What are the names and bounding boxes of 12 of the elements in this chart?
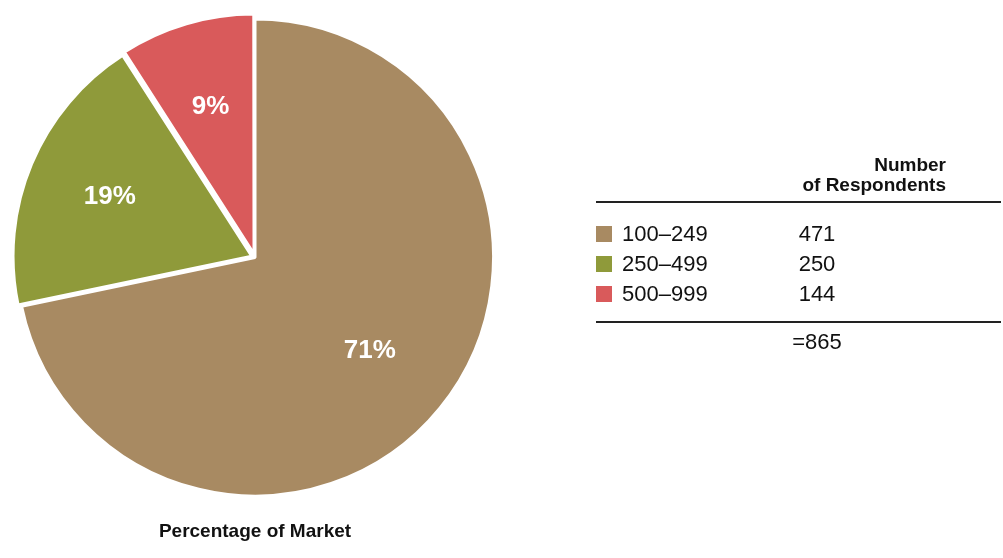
data-label: 71% <box>343 333 396 364</box>
data-label: 19% <box>83 179 136 210</box>
data-label: 9% <box>191 89 230 120</box>
text: 471 <box>797 221 837 247</box>
text: 250 <box>797 251 837 277</box>
text: =865 <box>791 329 843 355</box>
legend-label: 100–249 <box>622 221 709 247</box>
legend-label: 500–999 <box>622 281 709 307</box>
text: Percentage of Market <box>157 520 353 542</box>
legend-label: 250–499 <box>622 251 709 277</box>
legend-title: Number of Respondents <box>801 154 946 195</box>
text: 144 <box>797 281 837 307</box>
